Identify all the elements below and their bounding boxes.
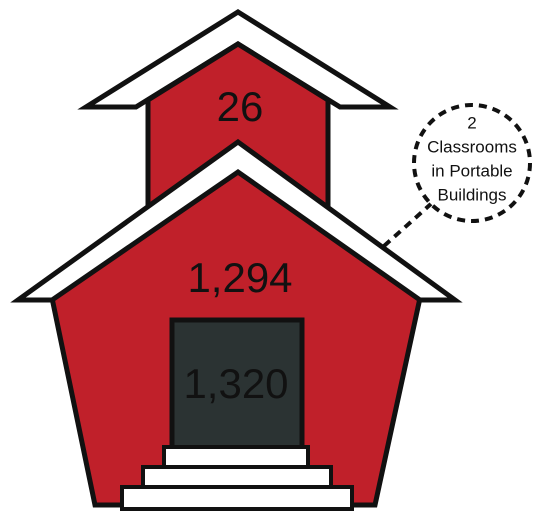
callout-line: in Portable (431, 161, 512, 180)
callout-circle (412, 103, 532, 223)
step (120, 485, 354, 511)
door-label: 1,320 (183, 360, 288, 407)
step (162, 445, 310, 469)
callout-leader (382, 201, 434, 248)
callout-line: Classrooms (427, 137, 517, 156)
building-label: 1,294 (187, 254, 292, 301)
main-roof (10, 138, 463, 303)
callout-line: 2 (467, 113, 476, 132)
callout-line: Buildings (438, 185, 507, 204)
tower-label: 26 (217, 83, 264, 130)
step (141, 465, 333, 489)
